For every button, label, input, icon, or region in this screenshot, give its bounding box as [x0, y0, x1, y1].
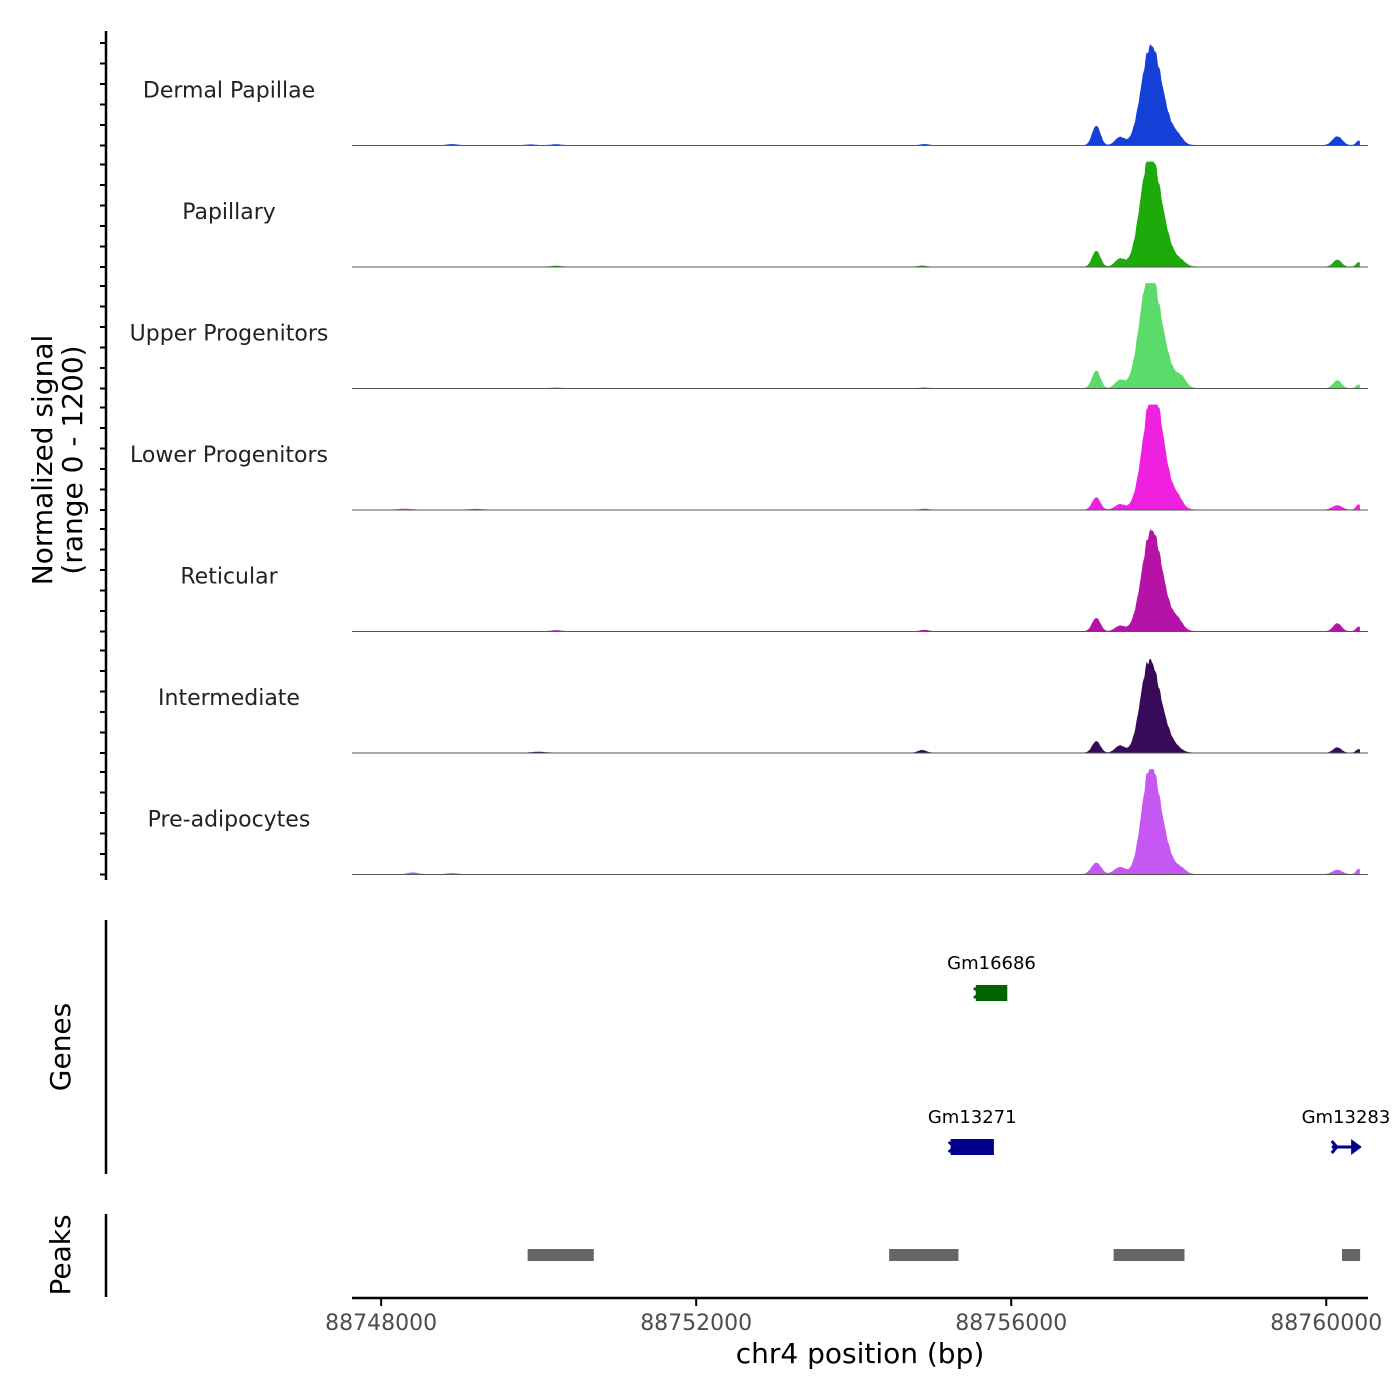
- peaks-panel-title: Peaks: [44, 1214, 77, 1295]
- strand-arrow: [947, 1141, 957, 1153]
- gene-label: Gm16686: [947, 953, 1036, 974]
- gene-gm16686: Gm16686: [947, 953, 1036, 1001]
- track-lower-progenitors: Lower Progenitors: [130, 404, 1368, 511]
- x-tick-label: 88760000: [1270, 1311, 1382, 1336]
- track-dermal-papillae: Dermal Papillae: [143, 44, 1368, 146]
- track-label: Dermal Papillae: [143, 79, 315, 104]
- peak-region: [527, 1249, 594, 1261]
- gene-gm13271: Gm13271: [928, 1107, 1017, 1155]
- track-label: Reticular: [180, 565, 278, 590]
- track-label: Lower Progenitors: [130, 443, 328, 468]
- track-upper-progenitors: Upper Progenitors: [130, 283, 1368, 389]
- x-axis-ticks: 88748000 88752000 88756000 88760000: [325, 1298, 1382, 1336]
- peak-regions: [527, 1249, 1361, 1261]
- x-tick-label: 88748000: [325, 1311, 437, 1336]
- gene-annotations: Gm16686 Gm13271 Gm13283: [928, 953, 1390, 1155]
- x-tick-label: 88756000: [955, 1311, 1067, 1336]
- coverage-tracks: Dermal Papillae Papillary Upper Progenitor…: [130, 44, 1368, 875]
- signal-area-papillary: [380, 161, 1360, 268]
- signal-area-dermal-papillae: [380, 44, 1360, 146]
- strand-arrow: [1330, 1140, 1339, 1154]
- signal-area-lower-progenitors: [380, 404, 1360, 511]
- x-axis-title: chr4 position (bp): [736, 1337, 985, 1370]
- peak-region: [1113, 1249, 1185, 1261]
- signal-area-intermediate: [380, 659, 1360, 754]
- track-label: Pre-adipocytes: [148, 808, 311, 833]
- gene-label: Gm13283: [1302, 1107, 1391, 1128]
- track-intermediate: Intermediate: [158, 659, 1368, 754]
- x-tick-label: 88752000: [640, 1311, 752, 1336]
- track-label: Upper Progenitors: [130, 322, 329, 347]
- track-papillary: Papillary: [182, 161, 1368, 268]
- coverage-y-axis-ticks: [100, 42, 106, 876]
- track-label: Intermediate: [158, 686, 300, 711]
- signal-area-reticular: [380, 529, 1360, 632]
- track-label: Papillary: [182, 200, 276, 225]
- strand-arrow: [1351, 1139, 1362, 1155]
- track-pre-adipocytes: Pre-adipocytes: [148, 769, 1368, 875]
- signal-area-upper-progenitors: [380, 283, 1360, 389]
- genes-panel-title: Genes: [44, 1003, 77, 1091]
- peak-region: [889, 1249, 959, 1261]
- gene-body: [950, 1139, 994, 1155]
- gene-gm13283: Gm13283: [1302, 1107, 1391, 1155]
- strand-arrow: [972, 987, 982, 999]
- gene-body: [975, 985, 1008, 1001]
- y-axis-title: Normalized signal: [26, 335, 59, 586]
- peak-region: [1342, 1249, 1361, 1261]
- signal-area-pre-adipocytes: [380, 769, 1360, 875]
- y-axis-range: (range 0 - 1200): [56, 345, 89, 574]
- gene-label: Gm13271: [928, 1107, 1017, 1128]
- track-reticular: Reticular: [180, 529, 1368, 632]
